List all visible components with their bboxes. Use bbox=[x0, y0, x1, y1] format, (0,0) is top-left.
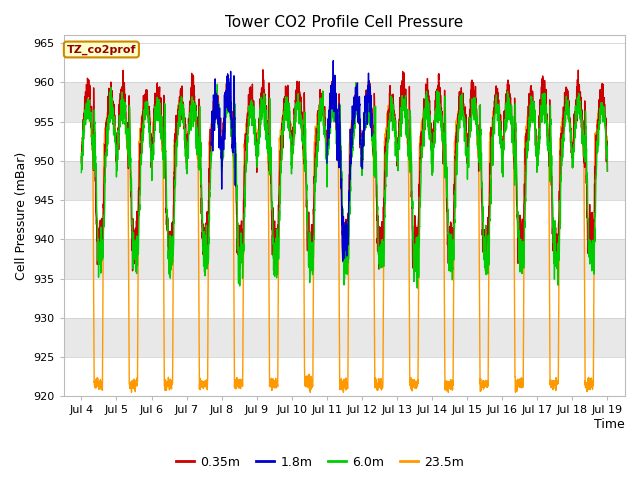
Bar bbox=[64, 161, 625, 200]
Text: Time: Time bbox=[594, 418, 625, 431]
Legend: 0.35m, 1.8m, 6.0m, 23.5m: 0.35m, 1.8m, 6.0m, 23.5m bbox=[171, 451, 469, 474]
Title: Tower CO2 Profile Cell Pressure: Tower CO2 Profile Cell Pressure bbox=[225, 15, 463, 30]
Bar bbox=[64, 83, 625, 121]
Bar bbox=[64, 318, 625, 357]
Bar bbox=[64, 240, 625, 278]
Text: TZ_co2prof: TZ_co2prof bbox=[67, 44, 136, 55]
Y-axis label: Cell Pressure (mBar): Cell Pressure (mBar) bbox=[15, 152, 28, 280]
